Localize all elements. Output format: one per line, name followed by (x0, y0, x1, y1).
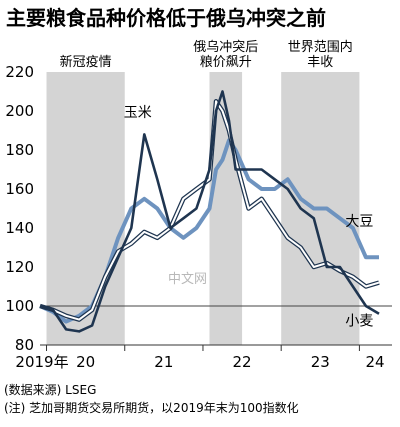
series-line-0 (39, 90, 380, 333)
series-label-0: 玉米 (124, 105, 152, 121)
period-label-0-0: 新冠疫情 (60, 54, 112, 70)
watermark-group: 中文网 (168, 272, 207, 287)
series-line-2 (39, 100, 380, 321)
x-tick-label-0: 2019年 (15, 353, 68, 371)
series-label-1: 大豆 (345, 214, 373, 230)
x-tick-label-5: 24 (366, 353, 385, 371)
y-tick-label-1: 100 (5, 297, 34, 315)
watermark: 中文网 (168, 272, 207, 287)
y-tick-label-3: 140 (5, 219, 34, 237)
period-label-1-1: 粮价飙升 (200, 54, 252, 70)
footnote: (注) 芝加哥期货交易所期货，以2019年末为100指数化 (4, 400, 299, 415)
x-tick-label-4: 23 (311, 353, 330, 371)
source-note: (数据来源) LSEG (4, 382, 96, 397)
chart-title: 主要粮食品种价格低于俄乌冲突之前 (6, 6, 326, 30)
x-tick-label-2: 21 (154, 353, 173, 371)
x-tick-label-3: 22 (233, 353, 252, 371)
y-tick-label-2: 120 (5, 258, 34, 276)
x-tick-label-1: 20 (76, 353, 95, 371)
y-tick-label-0: 80 (15, 336, 34, 354)
period-label-1-0: 俄乌冲突后 (193, 39, 258, 55)
period-label-2-1: 丰收 (307, 55, 333, 70)
period-label-2-0: 世界范围内 (288, 39, 353, 55)
series-label-2: 小麦 (345, 314, 373, 330)
series-lines (39, 90, 380, 333)
y-tick-label-7: 220 (5, 63, 34, 81)
y-tick-label-4: 160 (5, 180, 34, 198)
y-tick-label-5: 180 (5, 141, 34, 159)
period-shade-0 (46, 72, 125, 345)
x-axis: 2019年 20 21 22 23 24 (15, 344, 392, 371)
period-shading (46, 72, 360, 345)
y-tick-label-6: 200 (5, 102, 34, 120)
y-axis: 80 100 120 140 160 180 200 220 (5, 63, 34, 354)
